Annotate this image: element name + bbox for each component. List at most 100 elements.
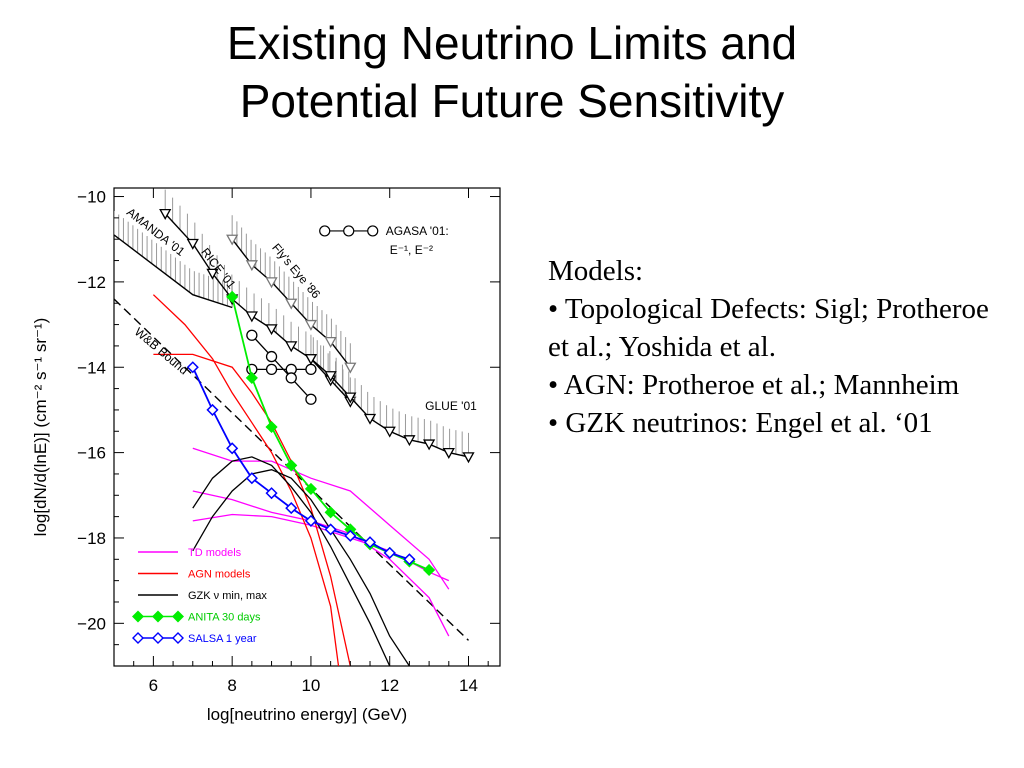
glue-01-marker (383, 426, 396, 438)
x-tick-label: 8 (227, 676, 236, 695)
fly-s-eye-86-marker (344, 362, 357, 374)
limit-label-glue-01: GLUE '01 (425, 399, 477, 413)
salsa-1-year-series-8-point (206, 403, 219, 416)
models-bullet-topological-defects: • Topological Defects: Sigl; Protheroe e… (548, 293, 989, 363)
fly-s-eye-86-marker (226, 234, 239, 246)
agasa-e2-marker (265, 350, 278, 363)
rice-01-marker (245, 311, 258, 323)
anita-30-days-series-7-point (226, 290, 239, 303)
limit-label-w-b-bound: W&B Bound (132, 325, 191, 378)
salsa-1-year-series-8-point (285, 502, 298, 515)
agasa-e1-marker (265, 363, 278, 376)
salsa-1-year-series-8-point (403, 553, 416, 566)
anita-30-days-series-7-point (304, 482, 317, 495)
glue-01-marker (324, 371, 337, 383)
rice-01-line (164, 213, 351, 402)
glue-01-marker (344, 392, 357, 404)
x-axis-label: log[neutrino energy] (GeV) (207, 705, 407, 724)
neutrino-limits-chart: 6 8 10 12 14 −10 −12 −14 −16 −18 −20 AMANDA '01RIC… (31, 187, 501, 724)
legend-label-salsa-1-year: SALSA 1 year (188, 633, 257, 645)
amanda-01-line (114, 234, 233, 309)
plot-frame (113, 187, 501, 667)
legend-label-anita-30-days: ANITA 30 days (188, 612, 261, 624)
slide-title: Existing Neutrino Limits and Potential F… (0, 14, 1024, 130)
salsa-1-year-series-8-point (304, 514, 317, 527)
salsa-1-year-series-8-line (191, 366, 410, 561)
salsa-1-year-series-8-point (245, 472, 258, 485)
legend-label-agn-models: AGN models (188, 569, 251, 581)
y-tick-label: −18 (77, 529, 106, 548)
anita-30-days-series-7-point (285, 459, 298, 472)
fly-s-eye-86-marker (265, 277, 278, 289)
fly-s-eye-86-marker (324, 336, 337, 348)
y-tick-label: −20 (77, 614, 106, 633)
models-bullet-gzk: • GZK neutrinos: Engel et al. ‘01 (548, 407, 933, 439)
legend-marker-salsa-1-year (172, 632, 184, 644)
models-text-block: Models: • Topological Defects: Sigl; Pro… (548, 252, 1008, 442)
agasa-e1-marker (305, 363, 317, 376)
agasa-e2-line (251, 334, 312, 400)
glue-01-marker (442, 447, 455, 459)
salsa-1-year-series-8-point (265, 487, 278, 500)
agasa-key-marker (367, 225, 379, 237)
agasa-key-marker (319, 225, 331, 237)
salsa-1-year-series-8-point (186, 361, 199, 374)
legend-marker-anita-30-days (172, 610, 184, 623)
legend-marker-salsa-1-year (152, 632, 164, 644)
y-tick-label: −16 (77, 444, 106, 463)
limit-label-agasa-01: AGASA '01: (386, 224, 449, 238)
limit-label-e-e: E⁻¹, E⁻² (390, 243, 433, 257)
models-heading: Models: (548, 255, 644, 287)
rice-01-marker (186, 238, 199, 250)
gzk-min-max-series-5-line (192, 469, 410, 666)
agasa-e2-marker (305, 393, 317, 405)
legend-marker-anita-30-days (152, 610, 164, 623)
legend-label-gzk-min-max: GZK ν min, max (188, 590, 267, 602)
rice-01-marker (265, 324, 278, 336)
x-tick-label: 6 (149, 676, 158, 695)
fly-s-eye-86-marker (285, 298, 298, 310)
legend-marker-anita-30-days (132, 610, 144, 623)
salsa-1-year-series-8-point (363, 536, 377, 549)
agasa-key-marker (343, 225, 355, 237)
salsa-1-year-series-8-point (344, 529, 357, 542)
legend-marker-salsa-1-year (132, 632, 144, 644)
salsa-1-year-series-8-point (383, 546, 396, 559)
slide-title-line-2: Potential Future Sensitivity (239, 75, 785, 127)
rice-01-marker (159, 208, 172, 220)
y-tick-label: −10 (77, 188, 106, 207)
agn-models-series-3-line (152, 294, 340, 666)
y-tick-label: −14 (77, 358, 106, 377)
gzk-min-max-series-6-line (192, 456, 391, 666)
x-tick-label: 10 (301, 676, 320, 695)
models-bullet-agn: • AGN: Protheroe et al.; Mannheim (548, 369, 960, 401)
rice-01-marker (285, 341, 298, 353)
salsa-1-year-series-8-point (226, 442, 239, 455)
salsa-1-year-series-8-point (324, 523, 337, 536)
limit-label-fly-s-eye-86: Fly's Eye '86 (269, 241, 323, 302)
glue-01-marker (462, 452, 475, 464)
slide-title-line-1: Existing Neutrino Limits and (226, 17, 798, 69)
agasa-e2-marker (285, 372, 297, 384)
glue-01-marker (422, 439, 436, 451)
fly-s-eye-86-marker (304, 319, 318, 331)
anita-30-days-series-7-point (324, 506, 337, 519)
limit-label-rice-01: RICE '01 (198, 245, 239, 291)
anita-30-days-series-7-point (423, 563, 436, 577)
rice-01-marker (206, 268, 219, 280)
limit-label-amanda-01: AMANDA '01 (124, 205, 188, 259)
fly-s-eye-86-marker (245, 260, 258, 272)
agasa-e2-marker (246, 329, 258, 341)
glue-01-marker (363, 413, 377, 425)
td-models-series-0-line (192, 447, 450, 590)
plot-content (114, 189, 475, 666)
legend-label-td-models: TD models (188, 547, 242, 559)
glue-01-marker (403, 435, 416, 447)
x-tick-label: 12 (380, 676, 399, 695)
anita-30-days-series-7-point (265, 420, 278, 434)
y-tick-label: −12 (77, 273, 106, 292)
y-axis-label: log[dN/d(lnE)] (cm⁻² s⁻¹ sr⁻¹) (31, 318, 50, 537)
x-tick-label: 14 (459, 676, 478, 695)
glue-01-marker (304, 354, 318, 366)
anita-30-days-series-7-point (245, 371, 258, 384)
